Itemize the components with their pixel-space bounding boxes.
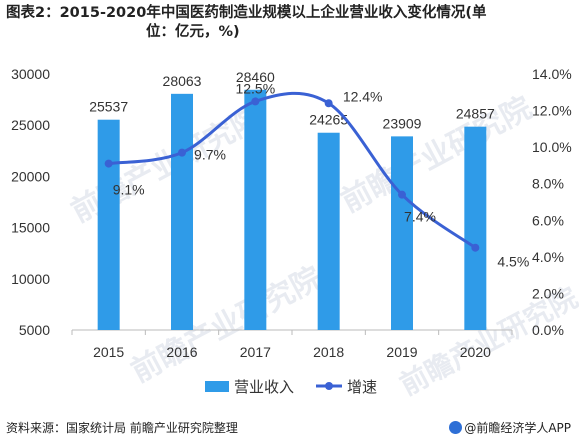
legend-bar-label: 营业收入 (234, 378, 294, 396)
y-right-tick-label: 0.0% (532, 322, 564, 338)
growth-point-2020 (471, 243, 480, 252)
chart-title: 图表2：2015-2020年中国医药制造业规模以上企业营业收入变化情况(单 位：… (6, 4, 572, 42)
y-left-tick-label: 25000 (11, 117, 50, 133)
bar-value-label: 25537 (89, 99, 128, 115)
x-tick-label: 2020 (460, 344, 491, 360)
growth-value-label: 7.4% (404, 209, 436, 225)
growth-point-2018 (324, 99, 333, 108)
y-left-tick-label: 30000 (11, 66, 50, 82)
y-left-tick-label: 10000 (11, 271, 50, 287)
bar-2015 (97, 119, 120, 331)
bar-value-label: 24265 (309, 112, 348, 128)
y-right-tick-label: 2.0% (532, 285, 564, 301)
y-right-tick-label: 6.0% (532, 212, 564, 228)
x-tick-label: 2016 (166, 344, 197, 360)
x-tick-label: 2015 (93, 344, 124, 360)
bar-2016 (171, 93, 193, 331)
bar-2019 (391, 136, 413, 330)
bar-2017 (244, 89, 267, 331)
y-right-tick-label: 14.0% (532, 66, 572, 82)
growth-point-2019 (398, 190, 406, 199)
brand-text: @前瞻经济学人APP (464, 421, 571, 435)
growth-point-2015 (104, 159, 113, 168)
x-tick-label: 2018 (313, 344, 344, 360)
bar-value-label: 28460 (236, 69, 275, 85)
x-tick-label: 2017 (240, 344, 271, 360)
source-note: 资料来源：国家统计局 前瞻产业研究院整理 (6, 421, 238, 435)
bar-2018 (317, 132, 340, 330)
growth-point-2017 (251, 97, 260, 106)
y-right-tick-label: 10.0% (532, 139, 572, 155)
y-right-tick-label: 8.0% (532, 176, 564, 192)
chart-title-line2: 位：亿元，%) (146, 24, 240, 40)
bar-2020 (464, 126, 487, 330)
y-left-tick-label: 5000 (19, 322, 50, 338)
brand-label: @前瞻经济学人APP (449, 419, 571, 436)
y-right-tick-label: 12.0% (532, 103, 572, 119)
legend-bar-swatch (205, 381, 229, 392)
y-right-tick-label: 4.0% (532, 249, 564, 265)
growth-value-label: 4.5% (497, 254, 529, 270)
growth-value-label: 12.4% (343, 88, 383, 104)
bar-value-label: 24857 (456, 106, 495, 122)
growth-point-2016 (178, 148, 186, 157)
bar-value-label: 28063 (163, 73, 202, 89)
growth-value-label: 9.7% (194, 147, 226, 163)
y-left-tick-label: 20000 (11, 168, 50, 184)
legend-line-label: 增速 (347, 378, 377, 396)
growth-value-label: 9.1% (113, 182, 145, 198)
x-tick-label: 2019 (386, 344, 417, 360)
legend-line-marker (325, 382, 333, 390)
growth-value-label: 12.5% (235, 80, 275, 96)
y-left-tick-label: 15000 (11, 220, 50, 236)
brand-logo-icon (449, 421, 463, 434)
chart-title-line1: 图表2：2015-2020年中国医药制造业规模以上企业营业收入变化情况(单 (6, 5, 487, 21)
bar-value-label: 23909 (383, 115, 422, 131)
